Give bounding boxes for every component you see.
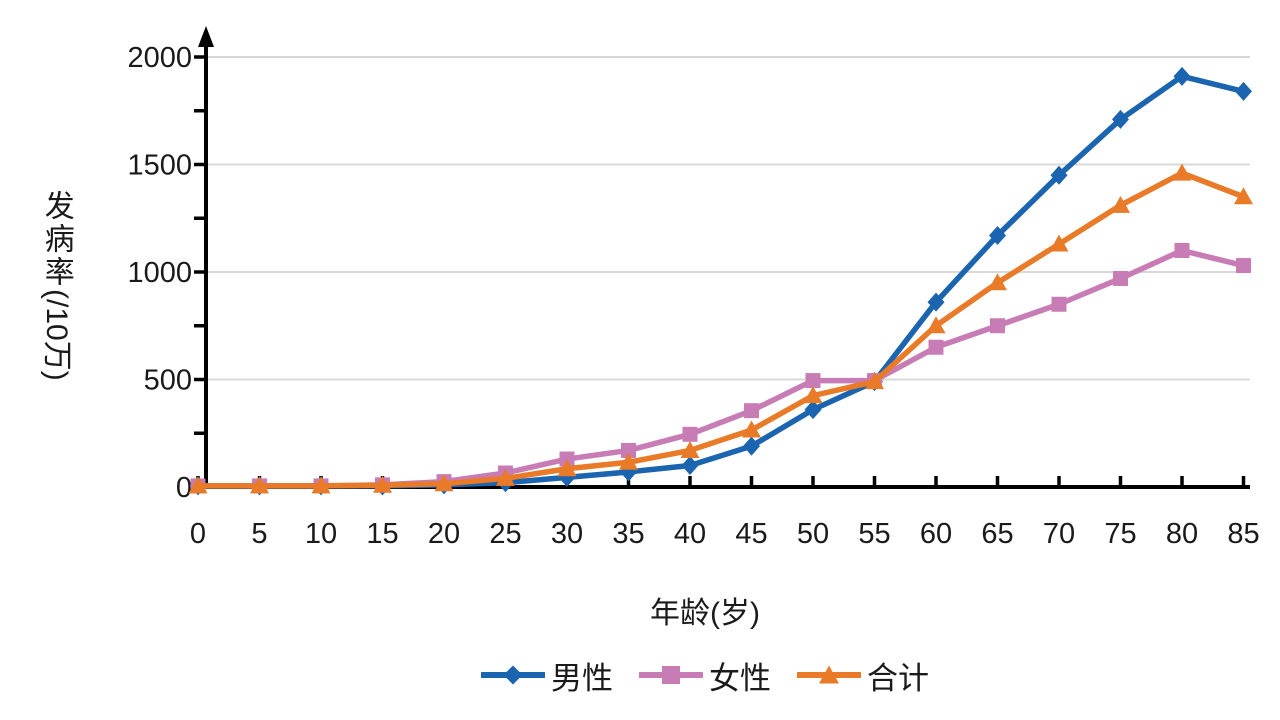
marker-total [680,440,700,458]
marker-male [804,400,822,420]
marker-total [1234,187,1253,205]
marker-total [742,420,761,438]
x-axis-title: 年龄(岁) [650,597,760,630]
marker-female [559,451,575,467]
marker-male [989,225,1006,245]
x-tick-label: 0 [190,518,206,550]
marker-female [1236,258,1251,274]
x-tick-label: 55 [858,518,890,550]
legend-label-total: 合计 [867,660,929,696]
marker-female [928,339,944,355]
legend-item-male: 男性 [481,653,613,698]
x-tick-label: 5 [251,518,267,550]
marker-total [250,476,269,494]
x-tick-label: 25 [489,518,521,550]
x-tick-label: 20 [428,518,460,550]
marker-total [926,316,946,334]
marker-total [1111,195,1130,213]
marker-total [373,475,392,493]
legend-marker [503,665,523,685]
legend-triangle-icon [797,665,861,684]
x-tick-label: 35 [612,518,644,550]
legend-item-female: 女性 [639,653,771,698]
marker-male [681,456,699,475]
marker-female [744,403,759,419]
marker-female [1051,296,1067,312]
legend-item-total: 合计 [797,653,929,698]
x-tick-label: 70 [1043,518,1075,550]
x-tick-label: 45 [735,518,767,550]
x-tick-label: 75 [1104,518,1136,550]
y-tick-label: 1000 [127,257,192,289]
marker-male [1235,81,1252,101]
y-axis-title-unit: (/10万) [39,289,73,381]
marker-total [311,476,331,494]
series-total [188,163,1253,494]
y-axis-title-text: 发病率 [39,190,73,289]
marker-total [865,372,884,390]
marker-female [1113,270,1128,286]
marker-female [682,426,698,442]
y-tick-label: 0 [176,472,192,504]
marker-male [1050,165,1068,185]
x-tick-label: 15 [366,518,398,550]
x-tick-label: 30 [551,518,583,550]
x-tick-label: 65 [981,518,1013,550]
x-tick-label: 80 [1166,518,1198,550]
marker-female [1174,243,1190,258]
marker-total [1172,163,1192,181]
marker-total [434,474,454,492]
legend-diamond-icon [481,665,545,685]
marker-male [743,436,760,456]
marker-male [1112,109,1129,129]
marker-total [988,273,1007,291]
y-axis-arrow-icon [198,26,214,47]
marker-total [619,452,638,470]
legend-marker [662,666,680,684]
marker-female [805,373,821,389]
legend: 男性 女性 合计 [130,650,1280,700]
marker-total [188,476,208,494]
legend-label-male: 男性 [551,660,613,696]
y-tick-label: 1500 [127,150,192,182]
marker-male [927,292,945,312]
series-male [189,66,1252,496]
marker-female [990,318,1005,334]
series-line-female [195,247,1247,489]
marker-total [803,386,823,404]
legend-square-icon [639,666,703,684]
legend-marker [819,665,839,684]
x-tick-label: 85 [1227,518,1259,550]
series-line-total [195,170,1247,489]
marker-male [1173,66,1191,86]
legend-label-female: 女性 [709,660,771,696]
marker-total [557,459,577,477]
x-tick-label: 60 [920,518,952,550]
y-tick-label: 2000 [127,42,192,74]
marker-total [1049,234,1069,252]
marker-female [621,442,636,458]
x-tick-label: 40 [674,518,706,550]
y-tick-label: 500 [144,365,192,397]
x-tick-label: 10 [305,518,337,550]
x-tick-label: 50 [797,518,829,550]
marker-total [496,468,515,486]
y-axis-title: 发病率 (/10万) [26,190,86,440]
